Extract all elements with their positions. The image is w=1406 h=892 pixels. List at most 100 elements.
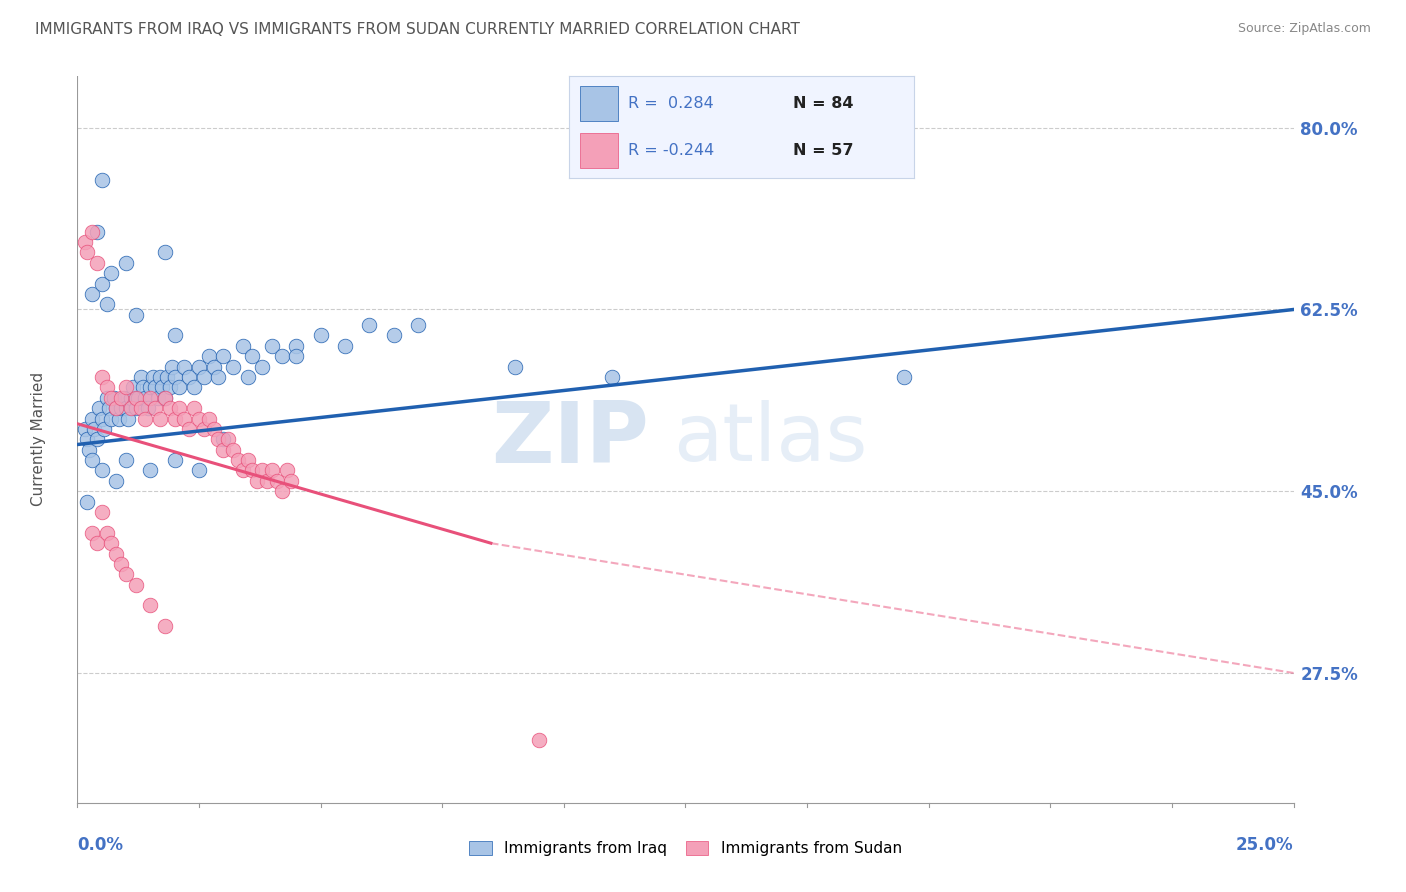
Point (503, 359, 526, 374)
Point (105, 547, 128, 561)
Point (163, 411, 186, 425)
Text: 0.0%: 0.0% (77, 836, 124, 854)
Point (86, 536, 108, 550)
Point (110, 391, 132, 405)
Point (202, 422, 225, 436)
Point (256, 474, 278, 488)
Point (120, 401, 142, 416)
Point (406, 318, 429, 332)
Point (309, 328, 332, 343)
Point (134, 411, 156, 425)
Point (83, 422, 105, 436)
Point (86, 433, 108, 447)
Point (139, 391, 162, 405)
Point (179, 422, 201, 436)
Point (359, 318, 381, 332)
Point (250, 463, 273, 477)
Text: N = 84: N = 84 (793, 96, 853, 111)
Point (160, 359, 183, 374)
Point (266, 474, 288, 488)
Point (96, 380, 118, 394)
Point (136, 401, 159, 416)
Point (80, 225, 103, 239)
Point (143, 380, 166, 394)
Point (132, 380, 155, 394)
Text: N = 57: N = 57 (793, 144, 853, 158)
Point (105, 401, 128, 416)
Point (93, 422, 115, 436)
Legend: Immigrants from Iraq, Immigrants from Sudan: Immigrants from Iraq, Immigrants from Su… (464, 837, 907, 861)
Point (90, 505, 112, 519)
Point (100, 266, 122, 280)
Point (100, 411, 122, 425)
Point (333, 339, 356, 353)
Point (143, 401, 166, 416)
Point (149, 370, 172, 384)
Point (76, 494, 98, 508)
Point (90, 463, 112, 477)
Point (285, 349, 308, 363)
Point (76, 433, 98, 447)
Point (152, 380, 174, 394)
Point (212, 442, 235, 457)
Point (97, 401, 120, 416)
Point (115, 401, 138, 416)
Point (153, 245, 176, 260)
Point (179, 370, 201, 384)
Text: IMMIGRANTS FROM IRAQ VS IMMIGRANTS FROM SUDAN CURRENTLY MARRIED CORRELATION CHAR: IMMIGRANTS FROM IRAQ VS IMMIGRANTS FROM … (35, 22, 800, 37)
Text: R = -0.244: R = -0.244 (628, 144, 714, 158)
Point (90, 172, 112, 186)
Point (222, 359, 245, 374)
Point (115, 380, 138, 394)
Point (120, 391, 142, 405)
Point (122, 380, 145, 394)
Point (80, 453, 103, 467)
Text: Currently Married: Currently Married (31, 372, 46, 507)
Point (112, 391, 135, 405)
Point (110, 557, 132, 571)
Point (153, 391, 176, 405)
Point (207, 433, 229, 447)
Point (188, 463, 211, 477)
Point (285, 339, 308, 353)
Point (212, 349, 235, 363)
Point (86, 225, 108, 239)
Bar (579, 133, 617, 168)
Point (96, 391, 118, 405)
Point (146, 391, 169, 405)
Point (107, 411, 129, 425)
Point (529, 733, 551, 747)
Point (188, 411, 211, 425)
Point (105, 474, 128, 488)
Point (105, 401, 128, 416)
Point (96, 297, 118, 311)
Point (163, 328, 186, 343)
Bar (579, 87, 617, 121)
Point (90, 277, 112, 291)
Point (117, 411, 139, 425)
Point (79, 442, 101, 457)
Point (260, 339, 283, 353)
Point (893, 370, 915, 384)
Point (222, 442, 245, 457)
Point (276, 463, 298, 477)
Point (188, 359, 211, 374)
Point (183, 380, 205, 394)
Text: Source: ZipAtlas.com: Source: ZipAtlas.com (1237, 22, 1371, 36)
Point (153, 619, 176, 633)
Point (169, 380, 191, 394)
Point (127, 391, 149, 405)
Point (250, 359, 273, 374)
Point (110, 401, 132, 416)
Text: ZIP: ZIP (491, 398, 650, 481)
Point (197, 411, 219, 425)
Point (197, 349, 219, 363)
Point (212, 433, 235, 447)
Point (602, 370, 624, 384)
Point (80, 411, 103, 425)
Point (159, 401, 181, 416)
Point (193, 370, 215, 384)
Point (73, 235, 96, 249)
Point (90, 370, 112, 384)
Point (280, 474, 302, 488)
